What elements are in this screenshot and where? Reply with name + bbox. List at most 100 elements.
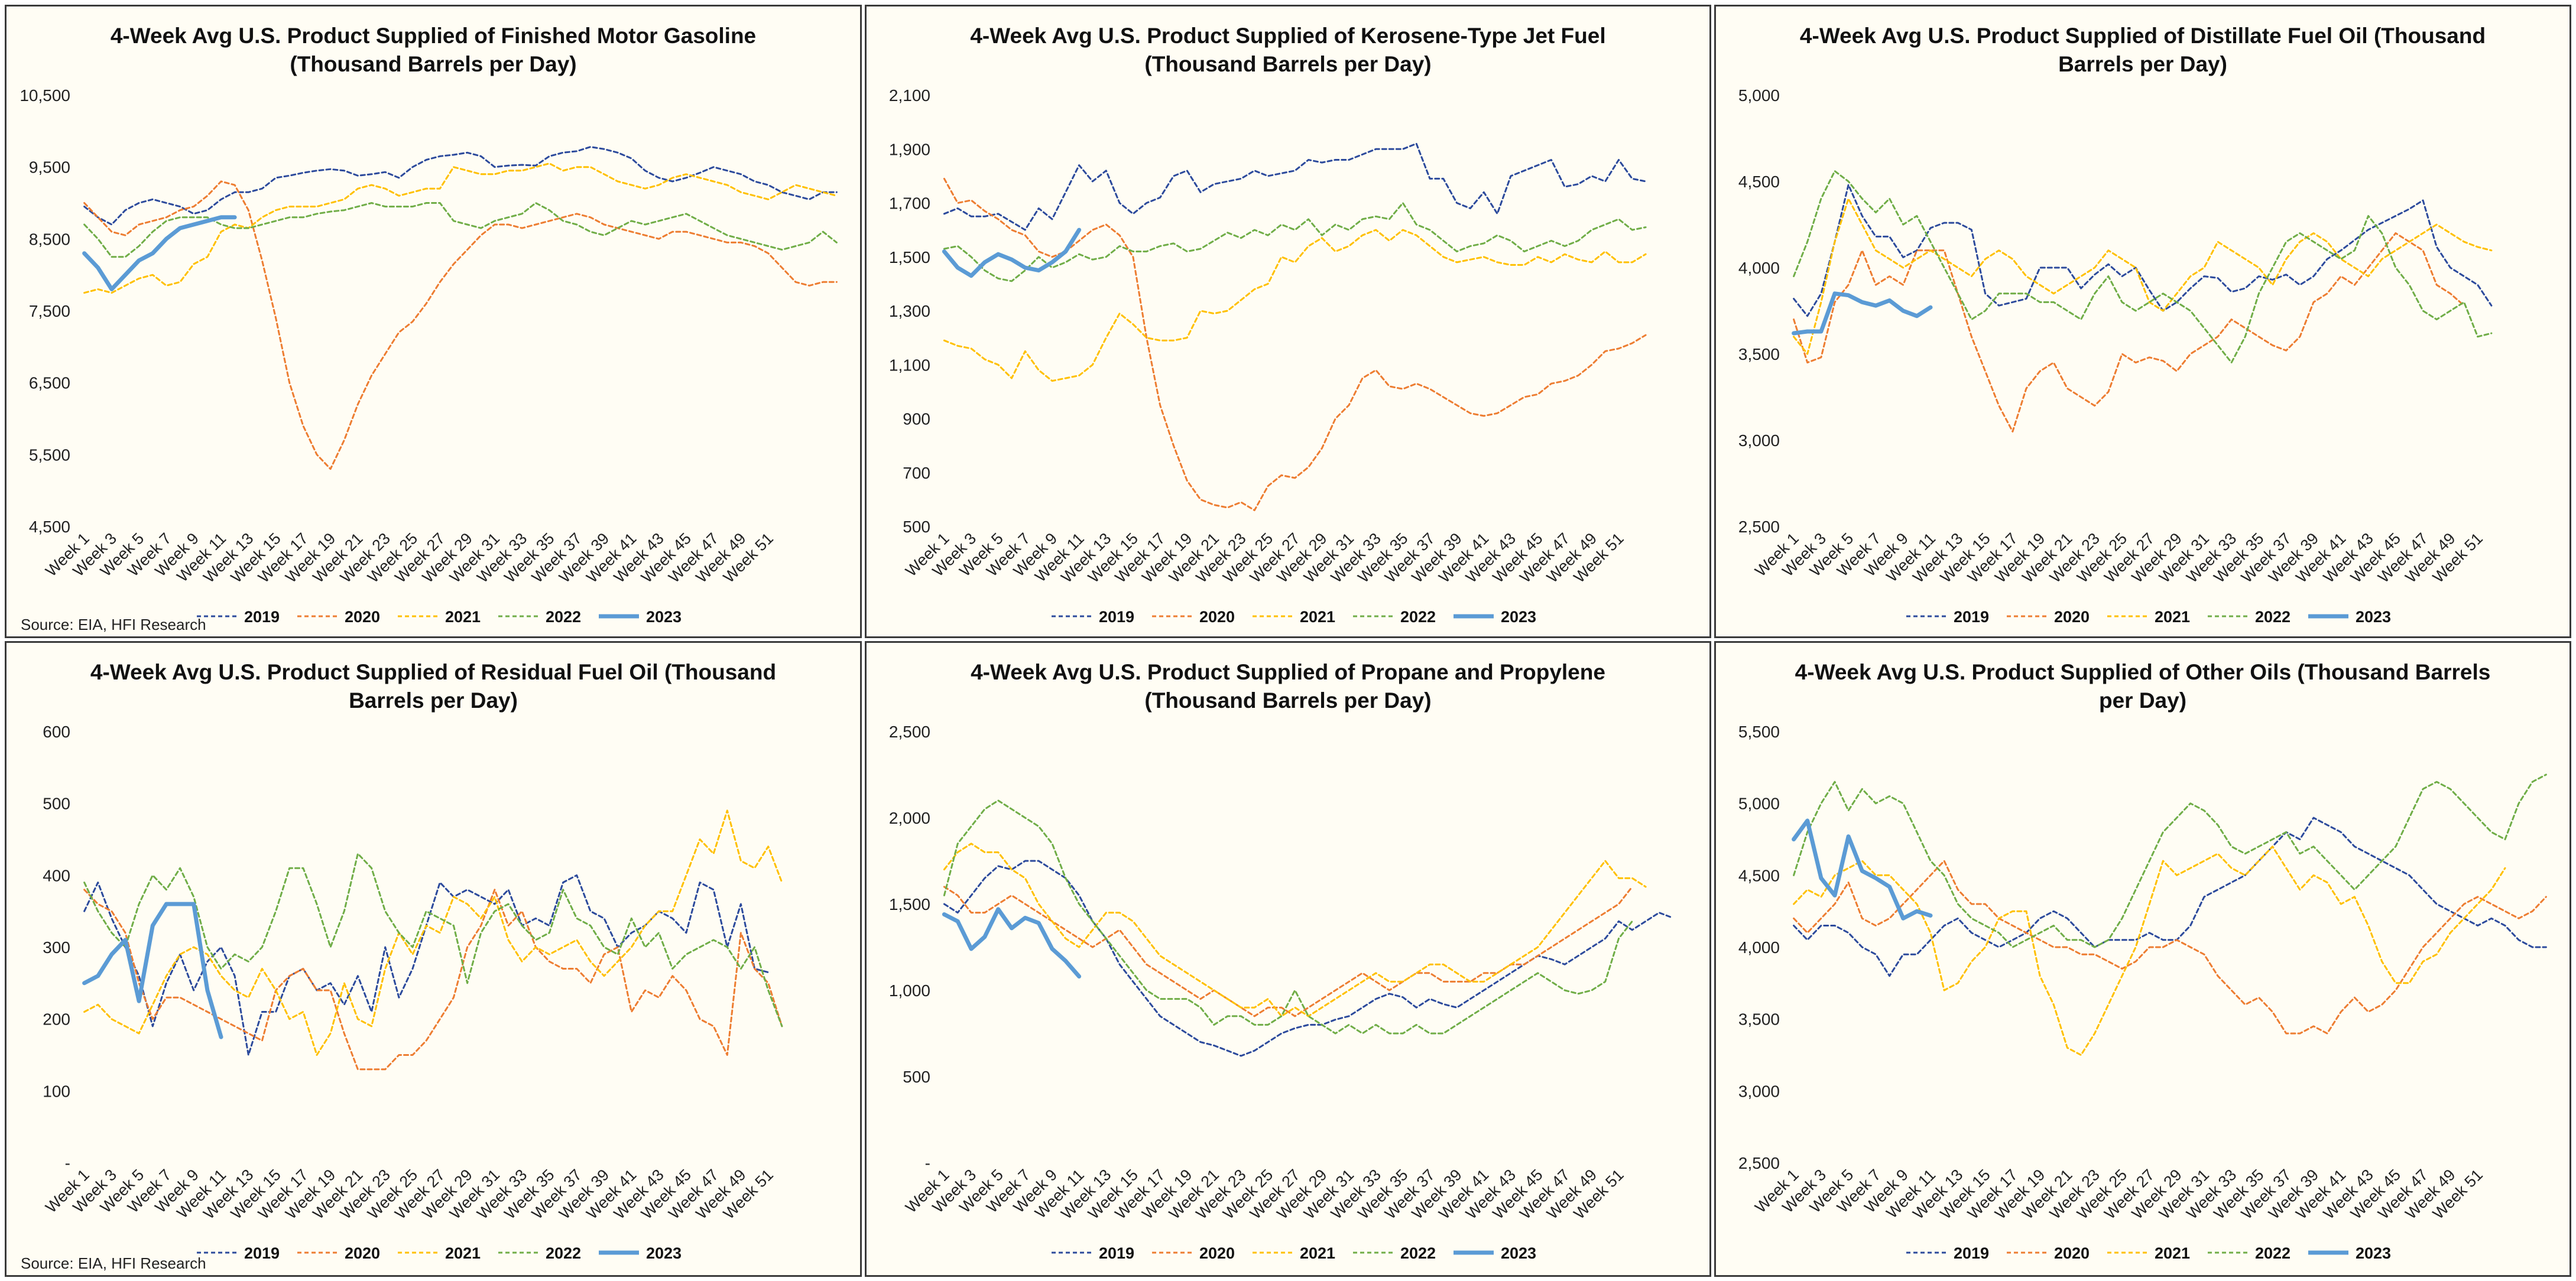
y-tick-label: 500 [43,795,70,813]
y-tick-label: 200 [43,1010,70,1029]
series-line-2020 [943,886,1633,1017]
y-tick-label: 1,100 [889,356,930,374]
series-line-2021 [943,229,1647,382]
series-line-2019 [943,142,1647,231]
series-line-2022 [1793,170,2493,364]
y-tick-label: 900 [903,410,930,428]
y-tick-label: 5,500 [1738,723,1780,741]
chart-svg: 2,5003,0003,5004,0004,5005,0005,500Week … [1738,723,2547,1262]
y-tick-label: 2,500 [1738,1154,1780,1172]
y-tick-label: 3,000 [1738,431,1780,450]
legend-label-2019: 2019 [1099,608,1134,626]
y-tick-label: 400 [43,866,70,885]
legend-label-2022: 2022 [546,1244,581,1262]
y-tick-label: 4,500 [1738,866,1780,885]
y-tick-label: 7,500 [29,302,70,320]
series-line-2022 [943,799,1633,1035]
legend-label-2019: 2019 [1954,608,1989,626]
chart-panel-jet-fuel: 4-Week Avg U.S. Product Supplied of Kero… [865,5,1711,638]
series-line-2023 [1792,291,1933,336]
legend-label-2021: 2021 [2155,608,2190,626]
legend-label-2021: 2021 [2155,1244,2190,1262]
y-tick-label: 3,500 [1738,1010,1780,1029]
legend-label-2022: 2022 [1400,608,1436,626]
y-tick-label: 500 [903,1068,930,1086]
legend-label-2023: 2023 [1501,1244,1536,1262]
legend-label-2022: 2022 [1400,1244,1436,1262]
series-line-2021 [1793,846,2506,1056]
y-tick-label: 2,500 [1738,518,1780,536]
series-line-2020 [1793,860,2547,1035]
series-line-2022 [83,202,838,258]
y-tick-label: 700 [903,464,930,482]
y-tick-label: 300 [43,938,70,957]
legend-label-2022: 2022 [2255,608,2291,626]
legend-label-2021: 2021 [445,1244,481,1262]
y-tick-label: 5,500 [29,446,70,464]
chart-title: 4-Week Avg U.S. Product Supplied of Resi… [90,660,777,713]
y-tick-label: 100 [43,1082,70,1100]
y-tick-label: 4,000 [1738,938,1780,957]
series-line-2023 [1792,818,1933,921]
y-tick-label: 1,900 [889,140,930,158]
y-tick-label: 3,500 [1738,345,1780,363]
series-line-2022 [83,853,783,1028]
series-line-2019 [1793,184,2493,317]
chart-title: 4-Week Avg U.S. Product Supplied of Othe… [1795,660,2491,713]
y-tick-label: 1,500 [889,248,930,266]
legend-label-2020: 2020 [1199,1244,1235,1262]
series-line-2023 [942,907,1082,979]
series-line-2020 [943,177,1647,512]
legend-label-2019: 2019 [244,608,280,626]
y-tick-label: 1,300 [889,302,930,320]
chart-svg: 4,5005,5006,5007,5008,5009,50010,500Week… [20,86,838,626]
y-tick-label: 4,500 [29,518,70,536]
chart-panel-residual: 4-Week Avg U.S. Product Supplied of Resi… [5,641,862,1277]
legend-label-2023: 2023 [2356,1244,2391,1262]
y-tick-label: 8,500 [29,230,70,248]
chart-panel-propane: 4-Week Avg U.S. Product Supplied of Prop… [865,641,1711,1277]
legend-label-2021: 2021 [445,608,481,626]
y-tick-label: 1,500 [889,895,930,913]
chart-title: 4-Week Avg U.S. Product Supplied of Dist… [1799,24,2486,76]
legend-label-2022: 2022 [546,608,581,626]
series-line-2021 [943,843,1647,1017]
series-line-2023 [82,215,237,291]
legend-label-2023: 2023 [646,608,682,626]
series-line-2019 [943,860,1674,1057]
y-tick-label: 5,000 [1738,86,1780,105]
series-line-2021 [83,162,838,294]
y-tick-label: - [925,1154,930,1172]
chart-title: 4-Week Avg U.S. Product Supplied of Fini… [110,24,757,76]
series-line-2022 [943,202,1647,282]
chart-title: 4-Week Avg U.S. Product Supplied of Prop… [971,660,1605,713]
legend-label-2020: 2020 [2054,1244,2090,1262]
source-note: Source: EIA, HFI Research [21,616,206,633]
legend-label-2020: 2020 [2054,608,2090,626]
series-line-2019 [1793,817,2547,977]
legend-label-2023: 2023 [1501,608,1536,626]
y-tick-label: 4,000 [1738,259,1780,277]
y-tick-label: - [65,1154,70,1172]
legend-label-2022: 2022 [2255,1244,2291,1262]
y-tick-label: 9,500 [29,158,70,177]
y-tick-label: 2,000 [889,809,930,827]
y-tick-label: 6,500 [29,374,70,392]
y-tick-label: 500 [903,518,930,536]
legend-label-2020: 2020 [345,608,380,626]
series-line-2020 [1793,232,2465,433]
chart-panel-gasoline: 4-Week Avg U.S. Product Supplied of Fini… [5,5,862,638]
series-line-2021 [83,809,783,1056]
legend-label-2019: 2019 [244,1244,280,1262]
series-line-2020 [83,180,838,470]
y-tick-label: 2,500 [889,723,930,741]
source-note: Source: EIA, HFI Research [21,1254,206,1272]
legend-label-2021: 2021 [1300,1244,1335,1262]
series-line-2019 [83,146,838,226]
y-tick-label: 3,000 [1738,1082,1780,1100]
y-tick-label: 10,500 [20,86,70,105]
y-tick-label: 5,000 [1738,795,1780,813]
